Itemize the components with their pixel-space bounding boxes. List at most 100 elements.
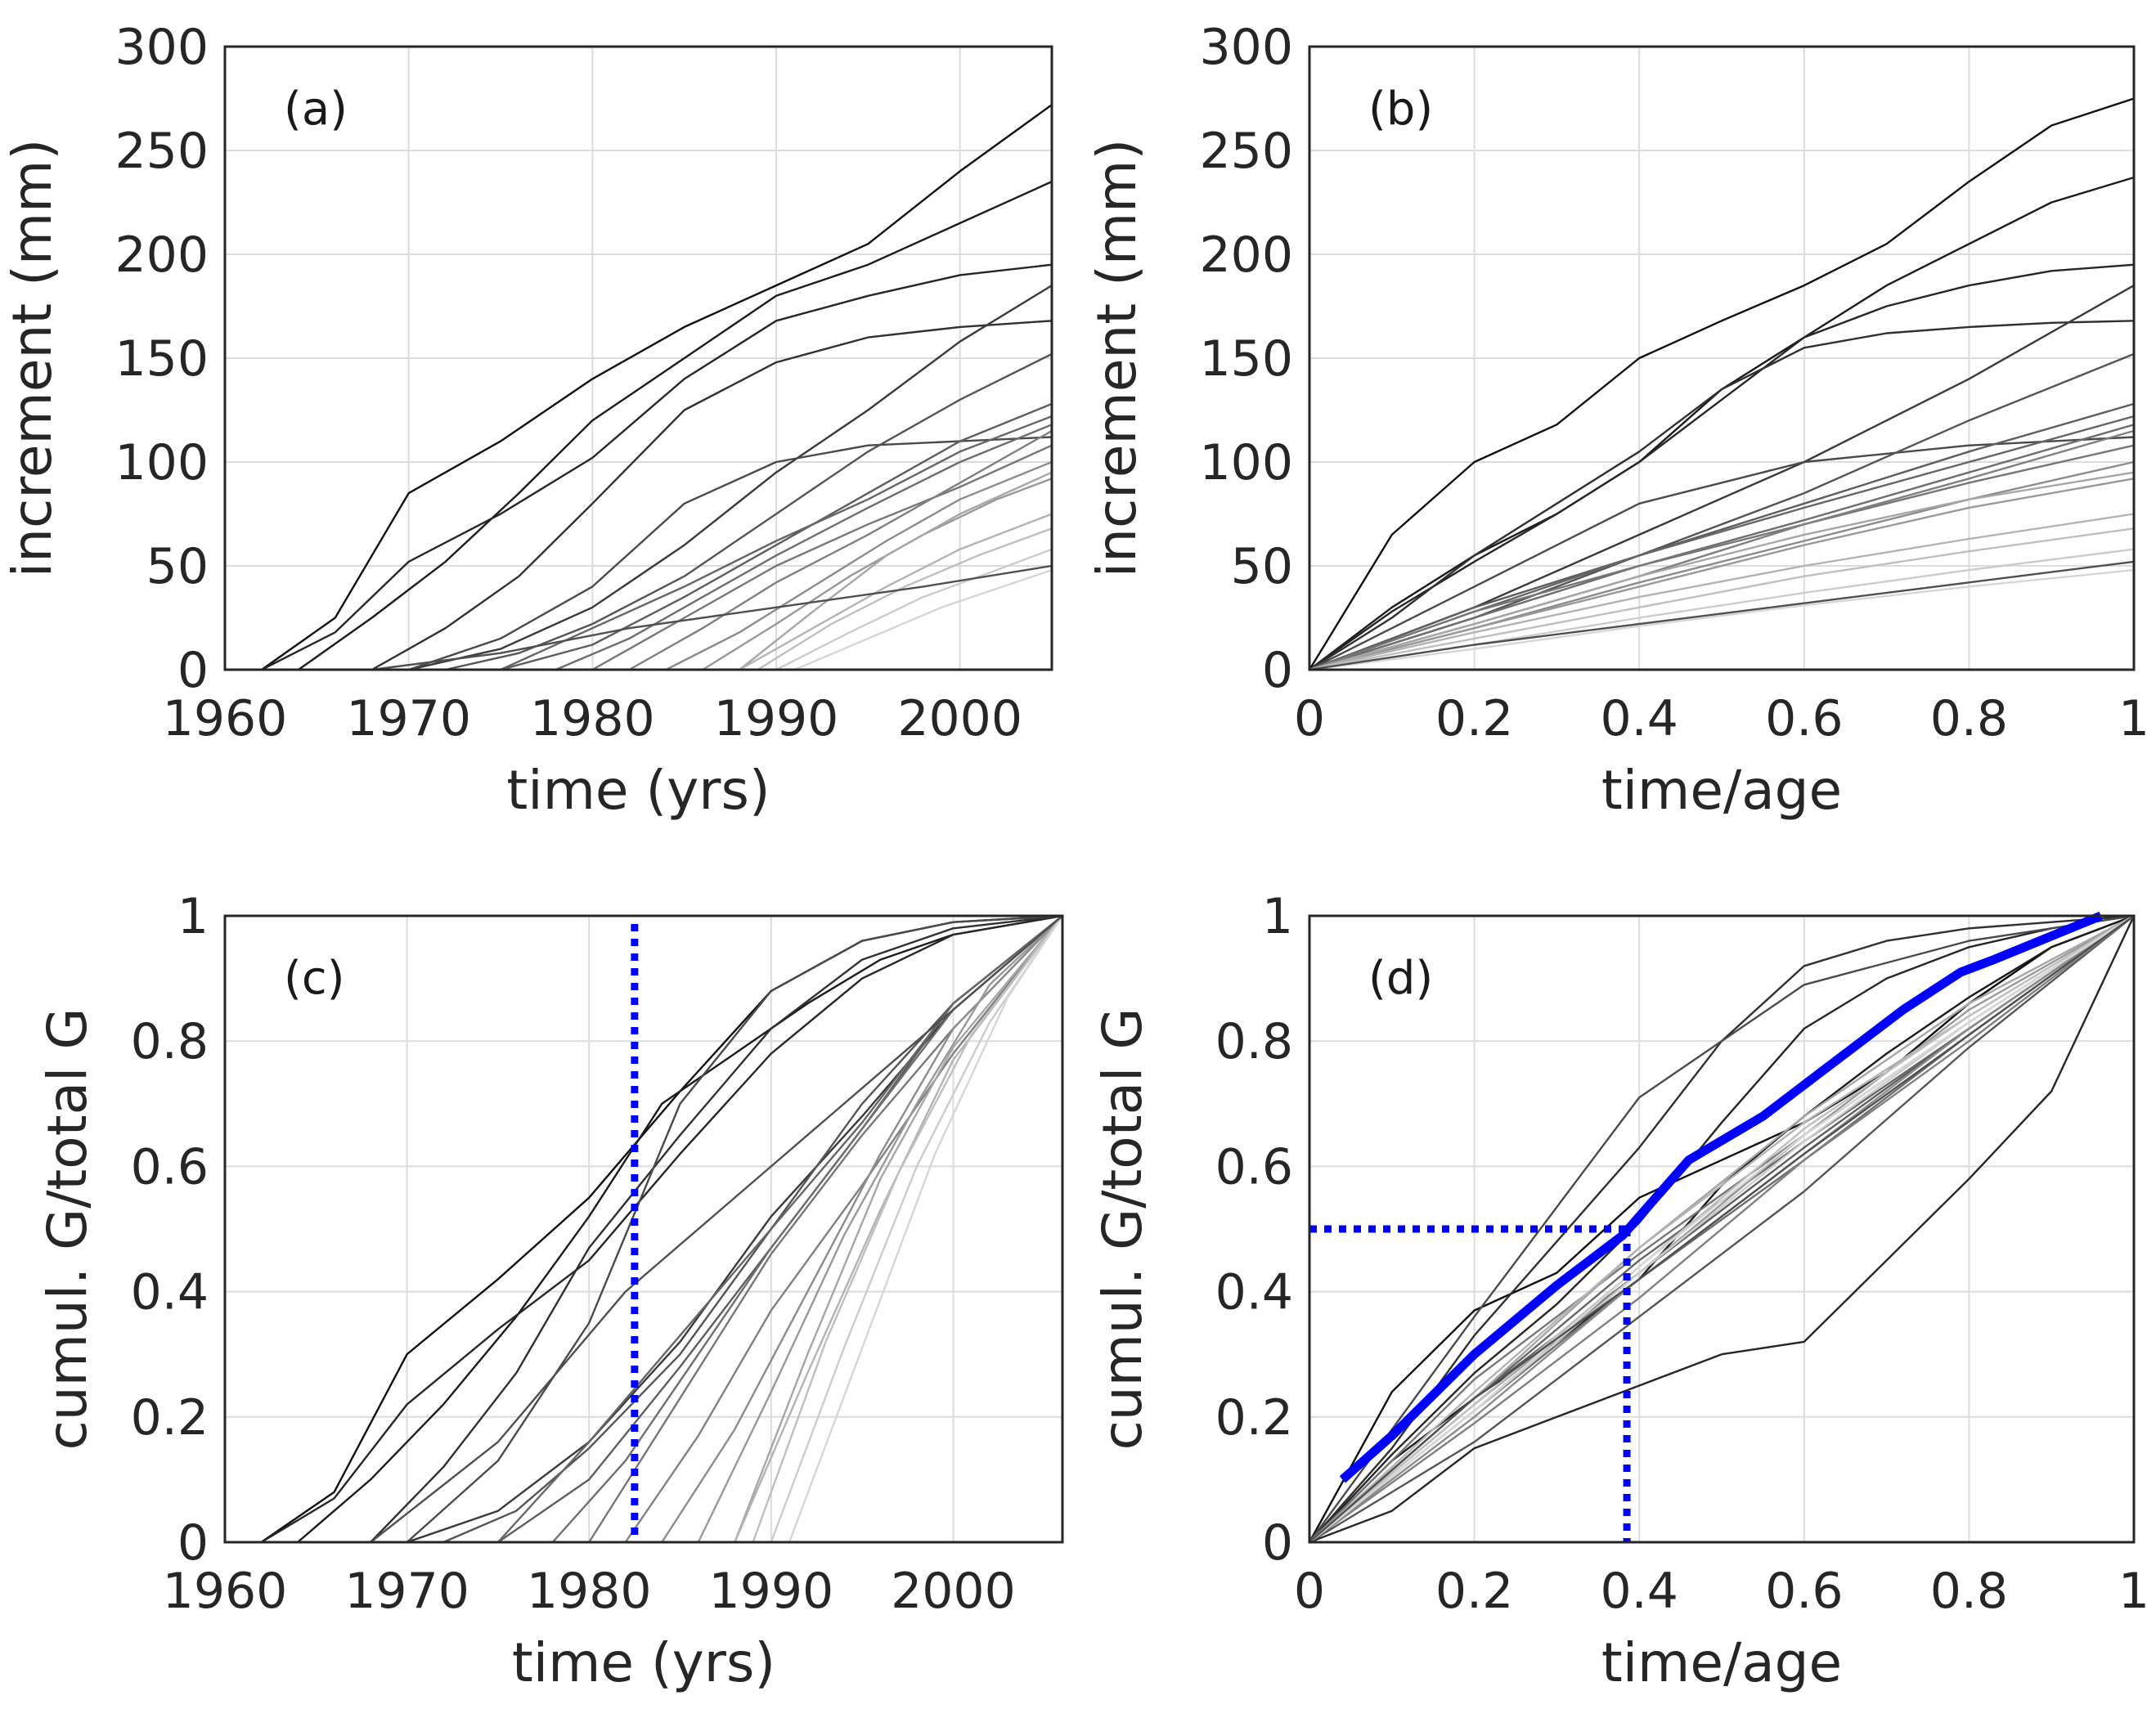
series-line-tree-18 bbox=[775, 548, 1053, 671]
series-line-tree-17 bbox=[1309, 914, 2135, 1543]
x-tick-label: 1970 bbox=[344, 1563, 469, 1620]
x-tick-label: 0 bbox=[1294, 1563, 1325, 1620]
series-line-tree-9 bbox=[497, 915, 1063, 1543]
panel-label: (b) bbox=[1368, 83, 1433, 136]
x-tick-label: 0 bbox=[1294, 690, 1325, 747]
x-tick-label: 0.6 bbox=[1765, 1563, 1843, 1620]
y-tick-label: 50 bbox=[146, 538, 209, 595]
y-tick-label: 0.4 bbox=[1215, 1264, 1293, 1321]
series-line-tree-11 bbox=[591, 444, 1053, 671]
series-line-tree-6 bbox=[1309, 914, 2135, 1543]
series-line-tree-7 bbox=[1309, 915, 2135, 1544]
panel-c: 1960 1970 1980 1990 2000 0 0.2 0.4 0.6 0.8 1 time (… bbox=[36, 888, 1064, 1694]
x-tick-label: 2000 bbox=[891, 1563, 1016, 1620]
x-tick-label: 0.4 bbox=[1600, 690, 1678, 747]
series-line-tree-20 bbox=[1309, 915, 2135, 1543]
series-line-tree-19 bbox=[1309, 568, 2135, 671]
series-line-tree-15 bbox=[734, 915, 1063, 1543]
series-line-tree-1 bbox=[261, 104, 1053, 671]
series-line-tree-3 bbox=[261, 263, 1053, 671]
y-tick-label: 0 bbox=[1262, 642, 1293, 699]
series-line-tree-14 bbox=[1309, 478, 2135, 671]
x-tick-label: 1960 bbox=[163, 1563, 288, 1620]
axes-frame bbox=[1308, 45, 2136, 671]
series-line-tree-7 bbox=[442, 915, 1063, 1544]
series-line-tree-4 bbox=[371, 320, 1053, 671]
y-tick-label: 0.2 bbox=[1215, 1389, 1293, 1447]
series-line-tree-11 bbox=[1309, 444, 2135, 671]
x-tick-label: 0.2 bbox=[1435, 1563, 1513, 1620]
series-line-tree-1 bbox=[1308, 914, 2135, 1543]
y-tick-label: 300 bbox=[1199, 19, 1293, 76]
y-axis-label: cumul. G/total G bbox=[36, 1008, 99, 1451]
series-line-tree-5 bbox=[1309, 915, 2136, 1544]
panel-b: 0 0.2 0.4 0.6 0.8 1 0 50 100 150 200 250 300 time/age… bbox=[1085, 19, 2149, 822]
y-tick-label: 100 bbox=[115, 434, 209, 491]
panel-d: 0 0.2 0.4 0.6 0.8 1 0 0.2 0.4 0.6 0.8 1 time/age cumu… bbox=[1091, 888, 2149, 1694]
series-line-tree-20 bbox=[371, 564, 1053, 671]
y-tick-label: 250 bbox=[1199, 123, 1293, 180]
y-tick-label: 250 bbox=[115, 123, 209, 180]
series-line-tree-19 bbox=[788, 915, 1063, 1543]
x-tick-label: 1 bbox=[2118, 690, 2149, 747]
y-axis-label: cumul. G/total G bbox=[1091, 1008, 1154, 1451]
axes-frame bbox=[223, 45, 1053, 671]
y-tick-label: 0 bbox=[177, 1514, 209, 1572]
series-line-tree-15 bbox=[1309, 471, 2135, 671]
axes-frame bbox=[223, 914, 1064, 1544]
x-tick-label: 0.6 bbox=[1765, 690, 1843, 747]
panel-label: (c) bbox=[284, 952, 344, 1005]
panel-label: (d) bbox=[1368, 952, 1433, 1005]
series-line-tree-8 bbox=[500, 402, 1053, 671]
x-tick-label: 0.2 bbox=[1435, 690, 1513, 747]
series-line-tree-17 bbox=[757, 527, 1053, 671]
y-tick-label: 150 bbox=[1199, 330, 1293, 388]
y-tick-label: 0.4 bbox=[131, 1264, 209, 1321]
series-line-tree-5 bbox=[406, 915, 1063, 1544]
x-axis-label: time (yrs) bbox=[506, 759, 770, 822]
series-line-tree-12 bbox=[624, 915, 1063, 1543]
series-line-tree-20 bbox=[1309, 560, 2135, 671]
y-tick-label: 0.6 bbox=[1215, 1138, 1293, 1195]
series-line-tree-3 bbox=[1309, 914, 2135, 1543]
series-line-tree-9 bbox=[500, 415, 1053, 671]
panel-a: 1960 1970 1980 1990 2000 0 50 100 150 200 250 300 ti… bbox=[1, 19, 1053, 822]
y-tick-label: 200 bbox=[1199, 227, 1293, 284]
series-line-tree-6 bbox=[406, 914, 1063, 1543]
series-line-tree-6 bbox=[408, 436, 1053, 671]
series-line-tree-1 bbox=[1308, 97, 2135, 671]
x-tick-label: 0.4 bbox=[1600, 1563, 1678, 1620]
y-tick-label: 1 bbox=[1262, 888, 1293, 945]
series-line-tree-2 bbox=[298, 181, 1053, 671]
series-line-tree-12 bbox=[628, 429, 1053, 671]
series-line-tree-4 bbox=[370, 914, 1063, 1543]
series-line-tree-16 bbox=[1309, 513, 2135, 671]
y-tick-label: 0 bbox=[1262, 1514, 1293, 1572]
x-tick-label: 1980 bbox=[527, 1563, 652, 1620]
axes-frame bbox=[1308, 914, 2136, 1544]
y-tick-label: 0.2 bbox=[131, 1389, 209, 1447]
x-tick-label: 0.8 bbox=[1930, 1563, 2008, 1620]
series-line-tree-15 bbox=[739, 471, 1053, 671]
series-line-tree-20 bbox=[370, 915, 1063, 1543]
series-line-tree-7 bbox=[445, 352, 1053, 671]
mean-curve-line bbox=[1339, 911, 2103, 1483]
y-tick-label: 150 bbox=[115, 330, 209, 388]
series-line-tree-13 bbox=[665, 460, 1053, 671]
x-tick-label: 1990 bbox=[708, 1563, 833, 1620]
x-tick-label: 2000 bbox=[897, 690, 1022, 747]
y-axis-label: increment (mm) bbox=[1, 139, 64, 577]
series-line-tree-14 bbox=[697, 915, 1063, 1543]
series-line-tree-16 bbox=[739, 513, 1053, 671]
x-tick-label: 1 bbox=[2118, 1563, 2149, 1620]
x-axis-label: time/age bbox=[1601, 1631, 1842, 1694]
series-line-tree-2 bbox=[297, 914, 1063, 1543]
y-tick-label: 1 bbox=[177, 888, 209, 945]
series-line-tree-13 bbox=[661, 915, 1063, 1543]
y-axis-label: increment (mm) bbox=[1085, 139, 1148, 577]
y-tick-label: 0.8 bbox=[131, 1013, 209, 1070]
x-axis-label: time (yrs) bbox=[512, 1631, 775, 1694]
y-tick-label: 300 bbox=[115, 19, 209, 76]
